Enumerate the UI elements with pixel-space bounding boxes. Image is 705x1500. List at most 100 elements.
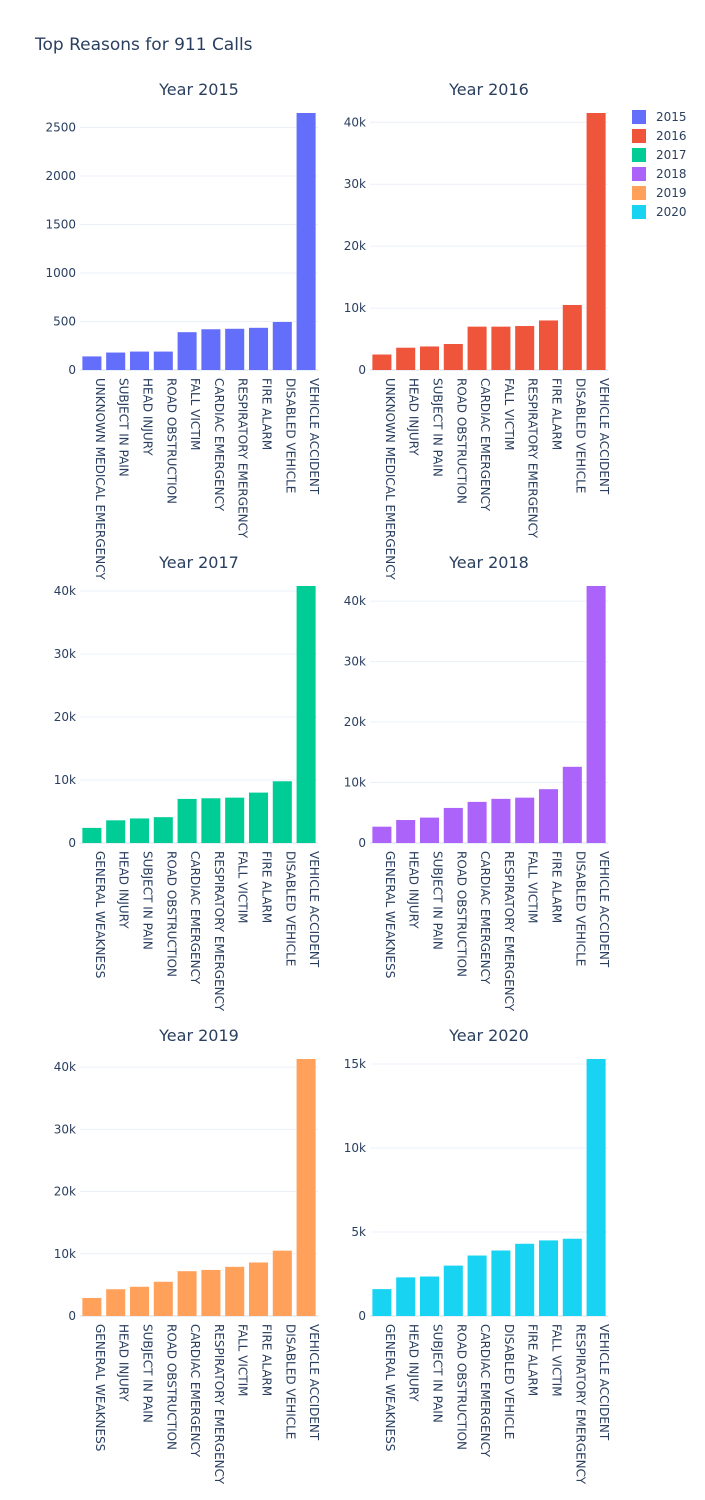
bar[interactable] [153, 817, 173, 843]
bar[interactable] [443, 807, 463, 843]
bar[interactable] [82, 356, 102, 370]
bar[interactable] [538, 789, 559, 843]
bar[interactable] [586, 586, 606, 843]
bar[interactable] [201, 329, 221, 370]
bar[interactable] [443, 1265, 463, 1316]
x-tick-label: DISABLED VEHICLE [573, 851, 587, 966]
y-tick-label: 30k [54, 1122, 76, 1136]
bar[interactable] [419, 1276, 440, 1316]
bar[interactable] [272, 321, 292, 370]
x-tick-label: FALL VICTIM [526, 851, 540, 924]
bar[interactable] [372, 826, 392, 843]
x-tick-label: SUBJECT IN PAIN [141, 1324, 155, 1423]
legend-item-2019[interactable]: 2019 [632, 186, 687, 200]
y-tick-label: 10k [344, 776, 366, 790]
bar[interactable] [296, 586, 316, 843]
x-tick-label: SUBJECT IN PAIN [431, 1324, 445, 1423]
x-tick-label: DISABLED VEHICLE [283, 851, 297, 966]
bar[interactable] [248, 792, 269, 843]
bar[interactable] [129, 1286, 150, 1316]
x-tick-label: ROAD OBSTRUCTION [164, 378, 178, 504]
bar[interactable] [225, 1266, 245, 1316]
bar[interactable] [201, 1269, 221, 1316]
bar[interactable] [82, 827, 102, 843]
subplot-2: Year 2016 0 10k 20k 30k 40k UNKNOWN MEDICAL EM… [344, 80, 611, 580]
legend-item-2016[interactable]: 2016 [632, 129, 687, 143]
bar[interactable] [106, 1289, 126, 1316]
subplot-title: Year 2020 [448, 1026, 529, 1045]
bar[interactable] [248, 327, 269, 370]
bar[interactable] [419, 817, 440, 843]
bar[interactable] [562, 304, 582, 370]
bar[interactable] [153, 1281, 173, 1316]
bar[interactable] [177, 332, 197, 370]
bar[interactable] [491, 1250, 511, 1316]
bar[interactable] [586, 113, 606, 370]
legend-item-2017[interactable]: 2017 [632, 148, 687, 162]
y-tick-label: 40k [344, 594, 366, 608]
bar[interactable] [129, 351, 150, 370]
y-tick-label: 10k [54, 1247, 76, 1261]
bar[interactable] [396, 1277, 416, 1316]
bar[interactable] [225, 797, 245, 843]
bar[interactable] [296, 113, 316, 370]
bar[interactable] [467, 1255, 487, 1316]
bar[interactable] [272, 1250, 292, 1316]
legend[interactable]: 2015 2016 2017 2018 2019 2020 [632, 110, 687, 219]
bar[interactable] [272, 781, 292, 843]
bar[interactable] [538, 320, 559, 370]
y-tick-label: 10k [344, 1141, 366, 1155]
x-tick-label: FIRE ALARM [550, 378, 564, 450]
bar[interactable] [396, 347, 416, 370]
bar[interactable] [515, 1243, 535, 1316]
bar[interactable] [153, 351, 173, 370]
bar[interactable] [419, 346, 440, 370]
subplot-6: Year 2020 0 5k 10k 15k GENERAL WEAKNESS HEAD I… [344, 1026, 611, 1485]
y-tick-label: 0 [358, 836, 366, 850]
x-tick-label: RESPIRATORY EMERGENCY [526, 378, 540, 539]
bar[interactable] [562, 1238, 582, 1316]
bar[interactable] [106, 352, 126, 370]
y-tick-label: 40k [344, 115, 366, 129]
legend-item-2018[interactable]: 2018 [632, 167, 687, 181]
x-tick-label: FIRE ALARM [550, 851, 564, 923]
bar[interactable] [201, 798, 221, 843]
bar[interactable] [82, 1297, 102, 1316]
x-tick-label: UNKNOWN MEDICAL EMERGENCY [93, 378, 107, 580]
y-tick-label: 1000 [45, 266, 76, 280]
bar[interactable] [248, 1262, 269, 1316]
bar[interactable] [538, 1240, 559, 1316]
bar[interactable] [296, 1059, 316, 1316]
legend-swatch [632, 129, 646, 143]
bar[interactable] [396, 820, 416, 843]
legend-label: 2016 [656, 129, 687, 143]
bar[interactable] [129, 818, 150, 843]
bar[interactable] [177, 1271, 197, 1316]
bar[interactable] [372, 1289, 392, 1316]
bar[interactable] [467, 326, 487, 370]
legend-item-2015[interactable]: 2015 [632, 110, 687, 124]
bar[interactable] [106, 820, 126, 843]
y-tick-label: 0 [358, 1309, 366, 1323]
bar[interactable] [515, 326, 535, 370]
y-tick-label: 20k [54, 1185, 76, 1199]
bar[interactable] [225, 328, 245, 370]
bar[interactable] [467, 801, 487, 843]
bar[interactable] [177, 798, 197, 843]
legend-swatch [632, 186, 646, 200]
legend-item-2020[interactable]: 2020 [632, 205, 687, 219]
bar[interactable] [562, 766, 582, 843]
x-tick-label: RESPIRATORY EMERGENCY [212, 1324, 226, 1485]
bar[interactable] [443, 343, 463, 370]
bar[interactable] [491, 326, 511, 370]
x-tick-label: RESPIRATORY EMERGENCY [502, 851, 516, 1012]
x-tick-label: VEHICLE ACCIDENT [307, 1324, 321, 1441]
y-tick-label: 20k [344, 239, 366, 253]
bar[interactable] [515, 797, 535, 843]
bar[interactable] [372, 354, 392, 370]
bar[interactable] [491, 798, 511, 843]
y-tick-label: 0 [68, 363, 76, 377]
bar[interactable] [586, 1059, 606, 1316]
y-tick-label: 1500 [45, 218, 76, 232]
